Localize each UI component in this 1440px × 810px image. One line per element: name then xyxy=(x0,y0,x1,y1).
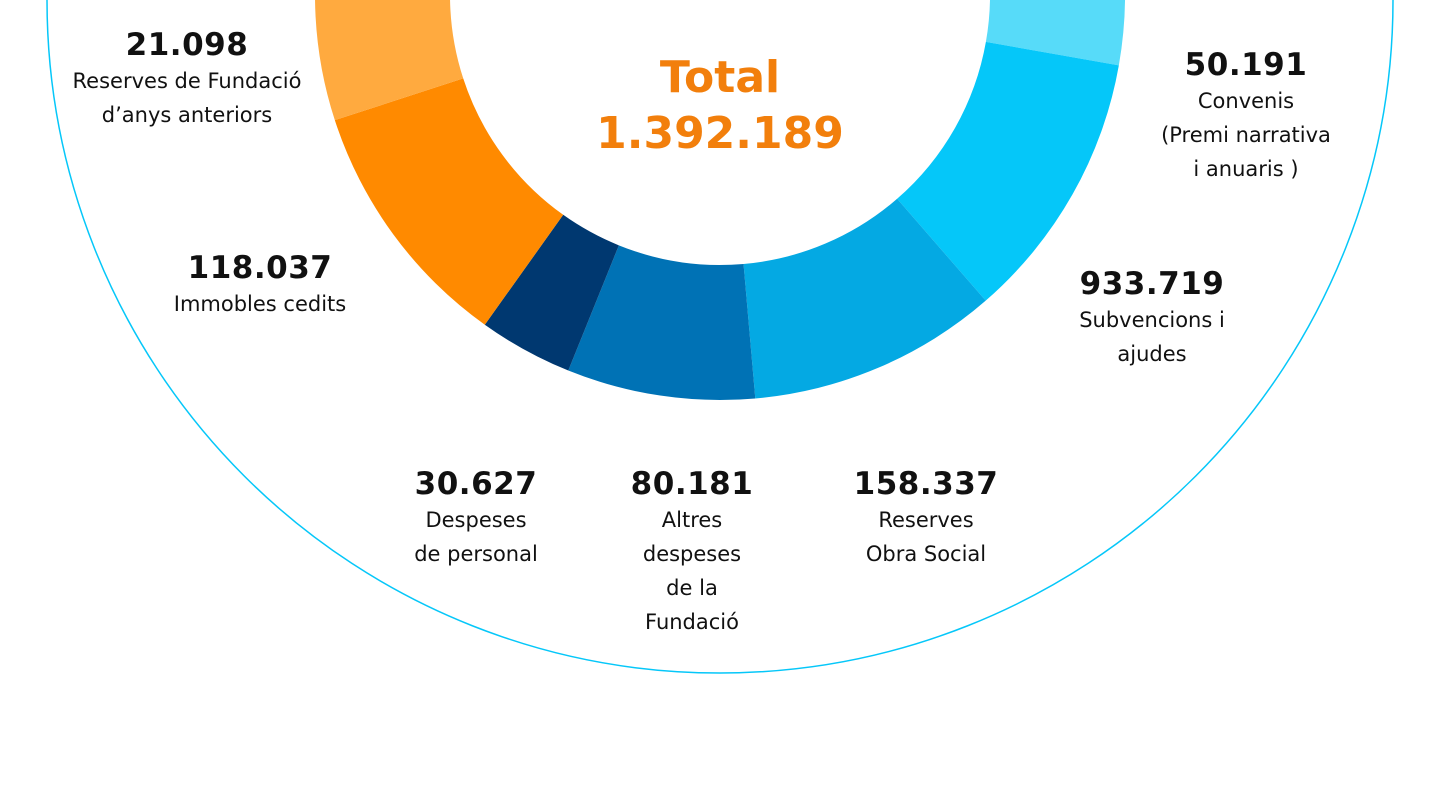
outer-ring-outline xyxy=(46,0,1394,674)
data-label-text: Despeses de personal xyxy=(414,508,538,566)
donut-slice-6 xyxy=(315,0,464,121)
data-label-value: 21.098 xyxy=(125,27,249,63)
donut-slice-4 xyxy=(484,214,619,371)
donut-slice-0 xyxy=(985,0,1125,66)
donut-slice-1 xyxy=(897,41,1119,301)
data-label-text: Convenis (Premi narrativa i anuaris ) xyxy=(1161,89,1331,181)
data-label-value: 158.337 xyxy=(853,466,999,502)
data-label-text: Immobles cedits xyxy=(173,292,347,316)
data-label-text: Subvencions i ajudes xyxy=(1079,308,1225,366)
label-reserves-obra-social: 158.337 Reserves Obra Social xyxy=(854,465,999,571)
data-label-value: 30.627 xyxy=(414,466,538,502)
donut-slice-5 xyxy=(334,78,564,325)
label-convenis: 50.191 Convenis (Premi narrativa i anuar… xyxy=(1161,46,1331,186)
total-label: Total 1.392.189 xyxy=(596,0,844,164)
donut-slice-3 xyxy=(568,245,756,401)
label-immobles-cedits: 118.037 Immobles cedits xyxy=(174,249,346,321)
donut-slice-2 xyxy=(743,198,986,399)
data-label-text: Reserves de Fundació d’anys anteriors xyxy=(72,69,302,127)
label-reserves-fundacio: 21.098 Reserves de Fundació d’anys anter… xyxy=(73,26,302,132)
total-title: Total xyxy=(659,52,781,103)
data-label-text: Altres despeses de la Fundació xyxy=(642,508,742,634)
data-label-value: 933.719 xyxy=(1079,266,1225,302)
total-value: 1.392.189 xyxy=(596,108,844,159)
label-subvencions: 933.719 Subvencions i ajudes xyxy=(1079,265,1225,371)
data-label-value: 50.191 xyxy=(1184,47,1308,83)
data-label-text: Reserves Obra Social xyxy=(865,508,987,566)
data-label-value: 80.181 xyxy=(630,466,754,502)
label-altres-despeses: 80.181 Altres despeses de la Fundació xyxy=(631,465,754,639)
data-label-value: 118.037 xyxy=(187,250,333,286)
label-despeses-personal: 30.627 Despeses de personal xyxy=(414,465,538,571)
